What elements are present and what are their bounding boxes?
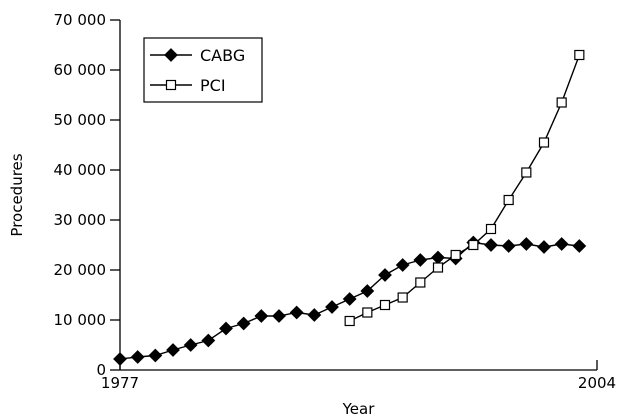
- cabg-point: [413, 253, 428, 267]
- cabg-point: [254, 309, 269, 323]
- pci-point: [556, 97, 567, 108]
- x-tick-label: 2004: [578, 374, 616, 392]
- cabg-point: [219, 321, 233, 336]
- legend-item-pci: PCI: [150, 76, 226, 95]
- cabg-point: [201, 333, 216, 348]
- cabg-point: [342, 292, 357, 306]
- pci-line: [349, 54, 580, 322]
- y-tick-label: 0: [96, 361, 106, 379]
- pci-point: [415, 277, 426, 288]
- pci-point: [379, 299, 391, 311]
- legend-label-pci: PCI: [200, 76, 226, 95]
- y-tick-label: 40 000: [54, 161, 107, 179]
- y-tick-label: 60 000: [54, 61, 107, 79]
- cabg-point: [484, 238, 498, 252]
- y-tick-label: 50 000: [54, 111, 107, 129]
- cabg-point: [289, 305, 304, 320]
- cabg-point: [183, 338, 198, 352]
- plot-area: [113, 49, 587, 366]
- pci-point: [538, 137, 550, 148]
- y-tick-label: 20 000: [54, 261, 107, 279]
- cabg-point: [113, 352, 127, 366]
- x-axis: 1977 2004: [101, 360, 616, 392]
- legend: CABG PCI: [143, 37, 263, 103]
- cabg-point: [166, 343, 180, 357]
- x-tick-label: 1977: [101, 374, 139, 392]
- pci-series: [344, 49, 585, 327]
- pci-point: [450, 249, 461, 261]
- cabg-point: [130, 350, 145, 364]
- y-tick-label: 70 000: [54, 11, 107, 29]
- pci-point: [521, 167, 532, 178]
- cabg-point: [307, 308, 322, 322]
- cabg-point: [501, 239, 516, 253]
- cabg-point: [148, 348, 163, 363]
- y-axis-title: Procedures: [8, 153, 26, 236]
- pci-point: [362, 307, 373, 318]
- legend-marker-pci: [165, 79, 177, 91]
- cabg-point: [272, 309, 286, 323]
- pci-point: [344, 315, 355, 327]
- cabg-point: [554, 237, 569, 251]
- cabg-point: [360, 284, 375, 298]
- y-tick-label: 30 000: [54, 211, 107, 229]
- pci-point: [574, 49, 585, 61]
- cabg-point: [325, 300, 339, 314]
- pci-point: [397, 292, 408, 303]
- pci-point: [503, 194, 514, 206]
- x-axis-title: Year: [342, 400, 376, 418]
- pci-point: [485, 223, 497, 235]
- cabg-series: [113, 235, 587, 366]
- pci-point: [432, 262, 444, 273]
- cabg-point: [431, 250, 445, 265]
- y-tick-label: 10 000: [54, 311, 107, 329]
- cabg-point: [572, 239, 587, 253]
- legend-marker-cabg: [164, 48, 178, 62]
- cabg-point: [378, 268, 392, 282]
- cabg-point: [236, 316, 251, 331]
- legend-box: [143, 37, 263, 103]
- legend-label-cabg: CABG: [200, 46, 245, 65]
- cabg-point: [519, 237, 534, 251]
- legend-item-cabg: CABG: [150, 46, 245, 65]
- pci-point: [468, 239, 479, 251]
- cabg-point: [395, 258, 410, 272]
- cabg-point: [537, 240, 551, 254]
- y-axis: 0 10 000 20 000 30 000 40 000 50 000 60 000 70 …: [54, 11, 121, 379]
